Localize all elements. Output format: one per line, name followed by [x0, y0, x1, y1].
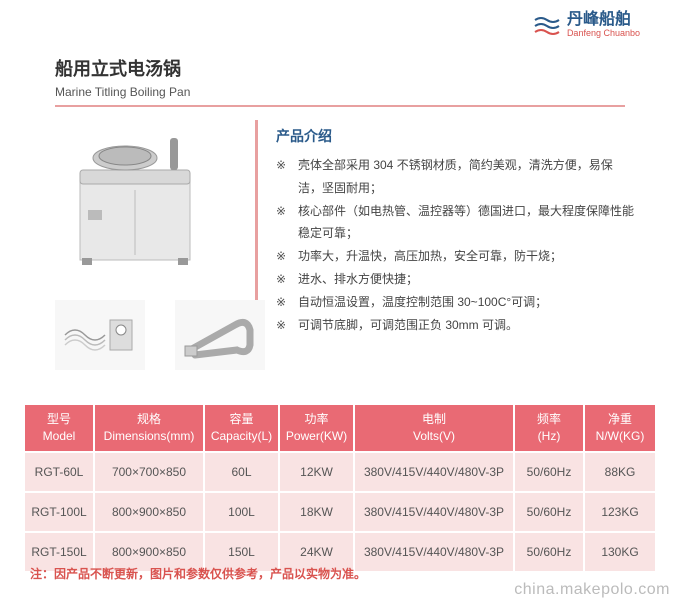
cell-model: RGT-100L: [25, 491, 95, 531]
thumbnail-row: [55, 300, 265, 370]
th-power: 功率Power(KW): [280, 405, 355, 451]
cell-weight: 88KG: [585, 451, 655, 491]
table-row: RGT-100L800×900×850100L18KW380V/415V/440…: [25, 491, 655, 531]
th-dims: 规格Dimensions(mm): [95, 405, 205, 451]
divider: [55, 105, 625, 107]
cell-freq: 50/60Hz: [515, 451, 585, 491]
th-volts: 电制Volts(V): [355, 405, 515, 451]
brand-logo: 丹峰船舶 Danfeng Chuanbo: [533, 12, 640, 39]
intro-box: 产品介绍 壳体全部采用 304 不锈钢材质，简约美观，清洗方便，易保洁，坚固耐用…: [255, 120, 650, 350]
intro-item: 壳体全部采用 304 不锈钢材质，简约美观，清洗方便，易保洁，坚固耐用；: [276, 154, 636, 200]
watermark: china.makepolo.com: [514, 581, 670, 599]
footer-note: 注：因产品不断更新，图片和参数仅供参考，产品以实物为准。: [30, 565, 366, 582]
title-en: Marine Titling Boiling Pan: [55, 85, 190, 99]
intro-list: 壳体全部采用 304 不锈钢材质，简约美观，清洗方便，易保洁，坚固耐用； 核心部…: [276, 154, 636, 336]
cell-model: RGT-60L: [25, 451, 95, 491]
thumb-thermostat: [55, 300, 145, 370]
table-header-row: 型号Model 规格Dimensions(mm) 容量Capacity(L) 功…: [25, 405, 655, 451]
intro-heading: 产品介绍: [276, 126, 636, 146]
intro-item: 核心部件（如电热管、温控器等）德国进口，最大程度保障性能稳定可靠；: [276, 200, 636, 246]
logo-text-cn: 丹峰船舶: [567, 12, 640, 28]
cell-capacity: 100L: [205, 491, 280, 531]
cell-freq: 50/60Hz: [515, 491, 585, 531]
title-cn: 船用立式电汤锅: [55, 55, 190, 81]
intro-item: 功率大，升温快，高压加热，安全可靠，防干烧；: [276, 245, 636, 268]
cell-volts: 380V/415V/440V/480V-3P: [355, 451, 515, 491]
th-weight: 净重N/W(KG): [585, 405, 655, 451]
th-freq: 频率(Hz): [515, 405, 585, 451]
cell-power: 18KW: [280, 491, 355, 531]
cell-weight: 123KG: [585, 491, 655, 531]
th-capacity: 容量Capacity(L): [205, 405, 280, 451]
title-block: 船用立式电汤锅 Marine Titling Boiling Pan: [55, 55, 190, 99]
thumb-heating-tube: [175, 300, 265, 370]
table-row: RGT-60L700×700×85060L12KW380V/415V/440V/…: [25, 451, 655, 491]
cell-volts: 380V/415V/440V/480V-3P: [355, 491, 515, 531]
cell-capacity: 60L: [205, 451, 280, 491]
th-model: 型号Model: [25, 405, 95, 451]
cell-freq: 50/60Hz: [515, 531, 585, 571]
cell-dims: 800×900×850: [95, 491, 205, 531]
logo-text-en: Danfeng Chuanbo: [567, 28, 640, 39]
cell-power: 12KW: [280, 451, 355, 491]
intro-item: 进水、排水方便快捷；: [276, 268, 636, 291]
cell-dims: 700×700×850: [95, 451, 205, 491]
cell-volts: 380V/415V/440V/480V-3P: [355, 531, 515, 571]
spec-table: 型号Model 规格Dimensions(mm) 容量Capacity(L) 功…: [25, 405, 655, 571]
intro-item: 自动恒温设置，温度控制范围 30~100C°可调；: [276, 291, 636, 314]
product-image: [60, 120, 220, 275]
cell-weight: 130KG: [585, 531, 655, 571]
wave-icon: [533, 14, 561, 36]
intro-item: 可调节底脚，可调范围正负 30mm 可调。: [276, 314, 636, 337]
